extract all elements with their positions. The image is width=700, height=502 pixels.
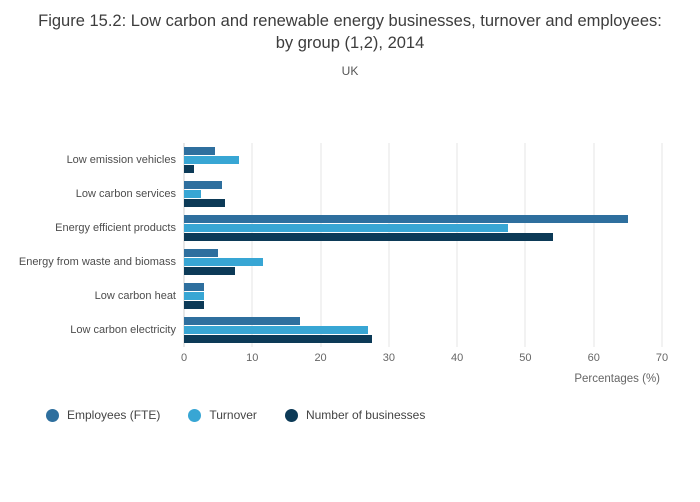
- y-axis-labels: Low emission vehicles Low carbon services…: [0, 143, 184, 347]
- legend-item-employees-fte[interactable]: Employees (FTE): [46, 408, 160, 422]
- bar-group-energy-from-waste-and-biomass: [184, 245, 662, 279]
- x-tick-label: 60: [587, 352, 600, 364]
- x-axis-ticks: 0 10 20 30 40 50 60 70: [180, 347, 668, 365]
- legend-label: Employees (FTE): [67, 408, 161, 422]
- plot-area: Low emission vehicles Low carbon services…: [0, 143, 700, 347]
- x-tick-label: 20: [314, 352, 327, 364]
- bar-turnover: [184, 292, 205, 300]
- bar-number-of-businesses: [184, 165, 195, 173]
- y-axis-label: Low carbon heat: [94, 290, 176, 302]
- legend-label: Turnover: [209, 408, 257, 422]
- legend-label: Number of businesses: [305, 408, 426, 422]
- bar-turnover: [184, 326, 369, 334]
- gridline: [456, 143, 458, 347]
- gridline: [524, 143, 526, 347]
- gridline: [661, 143, 663, 347]
- x-tick-label: 0: [180, 352, 188, 364]
- bar-number-of-businesses: [184, 267, 236, 275]
- legend-item-number-of-businesses[interactable]: Number of businesses: [284, 408, 426, 422]
- legend-marker-icon: [46, 408, 59, 422]
- bar-turnover: [184, 224, 509, 232]
- bar-turnover: [184, 156, 239, 164]
- chart-legend: Employees (FTE) Turnover Number of busines…: [46, 408, 425, 422]
- bar-turnover: [184, 190, 202, 198]
- y-axis-label: Low emission vehicles: [66, 154, 176, 166]
- bar-number-of-businesses: [184, 199, 225, 207]
- x-tick-label: 70: [655, 352, 669, 364]
- bar-number-of-businesses: [184, 233, 553, 241]
- gridline: [388, 143, 390, 347]
- bar-employees-fte: [184, 147, 215, 155]
- bar-group-low-carbon-electricity: [184, 313, 662, 347]
- bar-employees-fte: [184, 249, 219, 257]
- legend-marker-icon: [284, 408, 298, 422]
- y-axis-label: Low carbon services: [75, 188, 176, 200]
- x-tick-label: 10: [246, 352, 259, 364]
- legend-item-turnover[interactable]: Turnover: [188, 408, 257, 422]
- bar-group-low-emission-vehicles: [184, 143, 662, 177]
- bar-employees-fte: [184, 283, 205, 291]
- chart-title: Figure 15.2: Low carbon and renewable en…: [38, 12, 662, 53]
- bar-turnover: [184, 258, 263, 266]
- bar-number-of-businesses: [184, 301, 205, 309]
- gridline: [251, 143, 253, 347]
- gridline: [593, 143, 595, 347]
- x-axis-title: Percentages (%): [574, 373, 660, 385]
- y-axis-label: Low carbon electricity: [70, 324, 176, 336]
- y-axis-label: Energy efficient products: [55, 222, 176, 234]
- gridline: [320, 143, 322, 347]
- chart-subtitle: UK: [341, 63, 359, 78]
- x-tick-label: 40: [451, 352, 464, 364]
- bar-number-of-businesses: [184, 335, 372, 343]
- x-tick-label: 50: [519, 352, 532, 364]
- bar-chart: Low emission vehicles Low carbon services…: [0, 143, 700, 385]
- bar-group-low-carbon-heat: [184, 279, 662, 313]
- y-axis-label: Energy from waste and biomass: [18, 256, 176, 268]
- bar-group-low-carbon-services: [184, 177, 662, 211]
- gridline: [183, 143, 185, 347]
- bar-employees-fte: [184, 181, 222, 189]
- bar-employees-fte: [184, 317, 301, 325]
- legend-marker-icon: [188, 408, 202, 422]
- plot-grid: [183, 143, 663, 347]
- bar-group-energy-efficient-products: [184, 211, 662, 245]
- bar-employees-fte: [184, 215, 628, 223]
- x-tick-label: 30: [382, 352, 395, 364]
